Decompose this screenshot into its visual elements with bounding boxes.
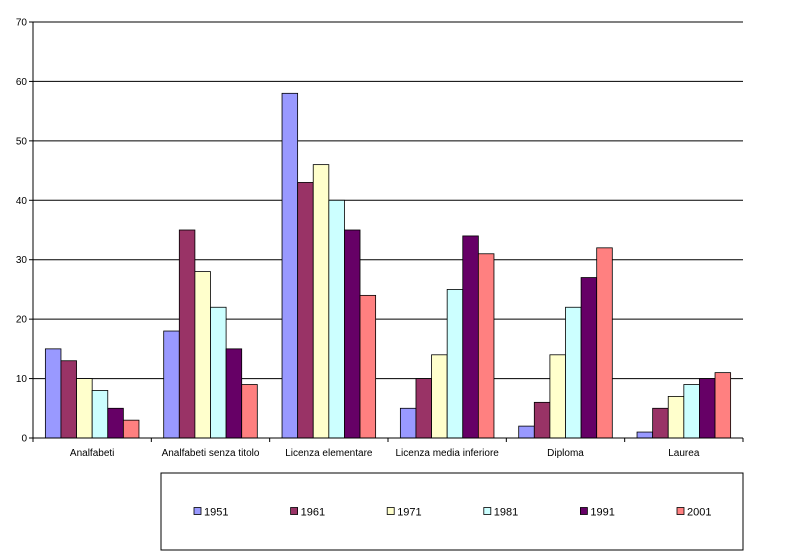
bar [596,247,613,439]
y-tick-label: 60 [16,77,28,88]
bar [446,289,464,439]
bar [565,306,582,439]
y-tick-label: 20 [16,315,28,326]
y-tick-label: 10 [16,374,28,385]
bar [241,384,258,439]
bar [714,372,732,439]
category-label: Analfabeti senza titolo [162,448,260,459]
category-label: Licenza elementare [285,448,373,459]
bar [60,360,77,439]
legend-swatch [193,507,202,515]
y-axis-ticks: 0 10 20 30 40 50 60 70 [16,18,33,445]
bar [699,378,716,439]
legend-swatch [386,507,395,515]
y-tick-label: 50 [16,136,28,147]
bar [76,378,93,439]
bar [328,199,345,439]
bar [462,235,479,439]
category-label: Diploma [547,448,584,459]
bar [652,407,669,439]
category-label: Laurea [668,448,700,459]
bar [667,395,685,439]
legend-label: 2001 [687,507,711,519]
legend-swatch [580,507,588,515]
bar [194,271,211,439]
bar [344,229,361,439]
bar [431,354,448,439]
y-tick-label: 70 [16,18,28,29]
bar [178,229,196,439]
x-axis-ticks [32,438,744,442]
legend-items: 1951 1961 1971 1981 1991 2001 [193,507,711,519]
category-labels: Analfabeti Analfabeti senza titolo Licenza… [70,448,700,459]
bar [44,348,62,439]
legend-label: 1961 [301,507,325,519]
bar [580,277,598,439]
bar [415,378,432,439]
bar [549,354,566,439]
bar [122,419,140,439]
bar [91,390,109,439]
bar [210,306,227,439]
legend-label: 1981 [494,507,518,519]
category-label: Licenza media inferiore [395,448,499,459]
bar [533,401,551,439]
bars [44,92,732,439]
legend-label: 1991 [590,507,614,519]
category-label: Analfabeti [70,448,114,459]
legend-swatch [676,507,685,515]
y-tick-label: 40 [16,196,28,207]
y-tick-label: 30 [16,255,28,266]
legend [160,472,744,551]
bar [518,425,535,439]
legend-label: 1971 [397,507,421,519]
legend-swatch [290,507,299,515]
bar [359,294,377,439]
legend-swatch [483,507,492,515]
y-tick-label: 0 [21,434,27,445]
bar [297,182,314,439]
bar [163,330,180,439]
bar [281,92,299,439]
legend-label: 1951 [204,507,228,519]
bar [225,348,243,439]
bar [399,407,417,439]
bar [636,431,654,439]
bar [107,407,124,439]
gridlines [33,21,743,380]
bar [312,164,330,439]
bar [683,384,700,439]
bar [477,253,495,439]
